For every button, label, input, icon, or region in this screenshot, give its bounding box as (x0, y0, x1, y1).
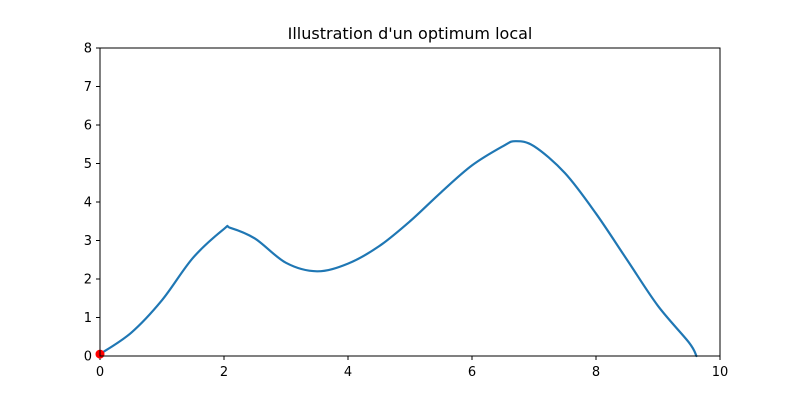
x-tick-label: 4 (344, 365, 352, 380)
y-tick-label: 4 (84, 196, 92, 211)
y-tick-label: 2 (84, 273, 92, 288)
y-tick-label: 1 (84, 311, 92, 326)
y-tick-label: 8 (84, 42, 92, 57)
x-tick-label: 8 (592, 365, 600, 380)
y-tick-label: 7 (84, 80, 92, 95)
y-tick-label: 0 (84, 350, 92, 365)
chart-title: Illustration d'un optimum local (288, 24, 533, 43)
series-layer (98, 140, 698, 358)
series-line (98, 140, 698, 358)
x-tick-label: 10 (712, 365, 729, 380)
x-tick-label: 6 (468, 365, 476, 380)
plot-frame (99, 47, 721, 357)
x-tick-label: 0 (96, 365, 104, 380)
y-tick-label: 3 (84, 234, 92, 249)
ticks-layer: 0 2 4 6 8 10 0 1 2 3 4 5 6 7 8 (84, 42, 729, 381)
y-tick-label: 5 (84, 157, 92, 172)
x-tick-label: 2 (220, 365, 228, 380)
y-tick-label: 6 (84, 119, 92, 134)
